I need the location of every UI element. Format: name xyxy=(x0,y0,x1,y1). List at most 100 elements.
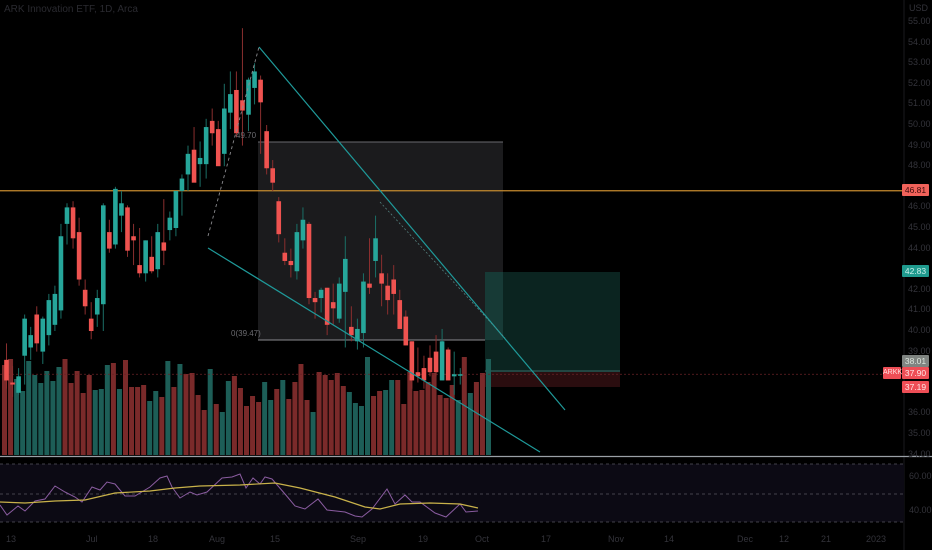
volume-bar xyxy=(207,369,213,455)
candle-body xyxy=(191,149,197,183)
volume-bar xyxy=(129,387,135,455)
candle-body xyxy=(367,283,372,288)
time-tick-label: 14 xyxy=(664,534,675,544)
price-tick-label: 53.00 xyxy=(908,57,931,68)
candle-body xyxy=(246,79,251,115)
candle-body xyxy=(336,283,342,319)
fib-top-label: 49.70 xyxy=(236,131,257,140)
time-tick-label: Jul xyxy=(86,534,98,544)
volume-bar xyxy=(195,395,201,455)
candle-body xyxy=(197,157,203,165)
candle-body xyxy=(439,341,445,381)
candle-body xyxy=(28,335,33,348)
volume-bar xyxy=(443,398,449,455)
candle-body xyxy=(385,285,390,301)
candle-body xyxy=(445,349,451,381)
volume-bar xyxy=(334,373,340,455)
volume-bar xyxy=(383,390,389,455)
time-tick-label: 21 xyxy=(821,534,832,544)
volume-bar xyxy=(407,372,413,455)
candle-body xyxy=(131,236,136,241)
volume-bar xyxy=(358,406,364,455)
time-tick-label: 18 xyxy=(148,534,159,544)
candle-body xyxy=(349,326,354,336)
trendline-shadow xyxy=(379,201,506,339)
volume-bar xyxy=(479,373,485,455)
candle-body xyxy=(306,223,312,299)
volume-bar xyxy=(8,359,14,455)
volume-bar xyxy=(201,410,207,455)
candle-body xyxy=(240,100,245,111)
candle-body xyxy=(101,205,106,305)
volume-bar xyxy=(50,381,56,455)
candle-body xyxy=(282,252,288,261)
resistance-price-tag: 46.81 xyxy=(902,184,929,196)
candle-body xyxy=(379,273,384,284)
candle-body xyxy=(167,217,173,231)
time-tick-label: Aug xyxy=(209,534,226,544)
rsi-moving-average xyxy=(0,482,479,510)
price-tick-label: 39.00 xyxy=(908,345,931,356)
price-tick-label: 42.00 xyxy=(908,283,931,294)
currency-label: USD xyxy=(909,3,929,13)
symbol-tag: ARKK xyxy=(883,367,902,379)
volume-bar xyxy=(183,374,189,455)
volume-bar xyxy=(286,399,292,455)
candle-body xyxy=(433,351,439,373)
candle-body xyxy=(324,287,330,325)
target-zone-overlap xyxy=(485,272,503,340)
candle-body xyxy=(451,374,457,377)
volume-bar xyxy=(486,359,491,455)
candle-body xyxy=(185,153,191,175)
price-tick-label: 41.00 xyxy=(908,304,931,315)
volume-bar xyxy=(231,376,237,455)
volume-bar xyxy=(280,380,286,455)
candle-body xyxy=(276,201,282,235)
candle-body xyxy=(40,318,46,352)
oscillator-level-60: 60.00 xyxy=(909,471,932,481)
candle-body xyxy=(403,316,409,346)
volume-bar xyxy=(292,382,298,455)
candle-body xyxy=(228,94,233,113)
volume-bar xyxy=(244,406,249,455)
volume-bar xyxy=(316,372,322,455)
volume-bar xyxy=(2,365,7,455)
volume-bar xyxy=(189,373,195,455)
time-tick-label: Nov xyxy=(608,534,625,544)
candle-body xyxy=(270,168,275,183)
candle-body xyxy=(373,238,378,261)
candle-body xyxy=(234,89,239,134)
candle-body xyxy=(415,372,421,377)
volume-bar xyxy=(256,402,262,455)
candle-body xyxy=(137,265,142,274)
rsi-line xyxy=(0,473,479,518)
candle-body xyxy=(409,341,415,381)
volume-bar xyxy=(62,359,68,455)
volume-bar xyxy=(147,401,153,455)
time-tick-label: Oct xyxy=(475,534,490,544)
volume-bar xyxy=(304,400,310,455)
volume-bar xyxy=(213,404,219,455)
candle-body xyxy=(355,328,360,342)
candle-body xyxy=(64,207,70,224)
price-tick-label: 44.00 xyxy=(908,242,931,253)
volume-bar xyxy=(38,383,44,455)
price-tick-label: 51.00 xyxy=(908,98,931,109)
volume-bar xyxy=(74,371,80,455)
volume-bar xyxy=(340,386,346,455)
candle-body xyxy=(222,108,227,154)
volume-bar xyxy=(328,380,334,455)
time-tick-label: 19 xyxy=(418,534,429,544)
candle-body xyxy=(427,357,433,373)
candle-body xyxy=(143,240,148,274)
target-price-tag: 42.83 xyxy=(902,265,929,277)
candle-body xyxy=(179,178,185,191)
candle-body xyxy=(88,318,94,331)
volume-bar xyxy=(110,363,116,455)
candle-body xyxy=(209,120,215,134)
volume-bar xyxy=(32,375,38,455)
volume-bar xyxy=(449,385,455,455)
stop-price-tag: 37.19 xyxy=(902,381,929,393)
long-position-stop-zone xyxy=(485,372,620,387)
